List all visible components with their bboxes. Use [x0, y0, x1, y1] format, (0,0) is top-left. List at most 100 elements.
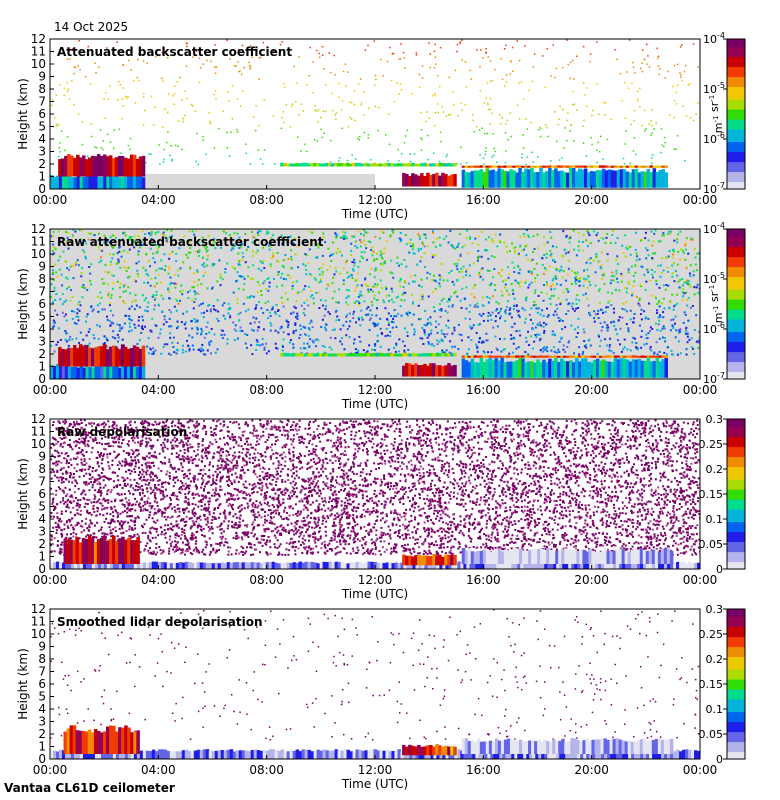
feature-cell: [470, 551, 475, 564]
colorbar-step: [727, 746, 745, 750]
feature-cell: [178, 751, 183, 759]
feature-cell: [500, 165, 504, 168]
feature-cell: [406, 562, 410, 569]
colorbar-step: [727, 749, 745, 753]
feature-cell: [387, 163, 392, 167]
feature-cell: [538, 562, 542, 569]
feature-cell: [583, 562, 587, 569]
colorbar-step: [727, 234, 745, 238]
feature-cell: [163, 749, 168, 759]
feature-cell: [397, 563, 401, 569]
feature-cell: [451, 561, 455, 569]
feature-cell: [655, 357, 660, 378]
feature-cell: [160, 562, 165, 569]
feature-cell: [417, 554, 421, 566]
feature-cell: [464, 171, 469, 188]
feature-cell: [76, 175, 81, 189]
feature-cell: [295, 562, 300, 569]
colorbar-step: [727, 284, 745, 288]
colorbar-step: [727, 486, 745, 490]
y-tick-label: 4: [38, 132, 46, 146]
feature-cell: [319, 750, 324, 759]
feature-cell: [664, 358, 668, 378]
y-axis-label: Height (km): [16, 458, 30, 529]
feature-cell: [522, 741, 526, 754]
feature-cell: [247, 751, 252, 759]
colorbar-step: [727, 106, 745, 110]
feature-cell: [94, 366, 98, 379]
feature-cell: [52, 562, 57, 569]
feature-cell: [328, 561, 333, 569]
feature-cell: [384, 353, 389, 357]
feature-cell: [551, 165, 555, 168]
feature-cell: [645, 740, 650, 754]
x-tick-label: 00:00: [683, 193, 718, 207]
feature-cell: [637, 358, 642, 378]
colorbar-step: [727, 139, 745, 143]
feature-cell: [616, 165, 621, 168]
feature-cell: [619, 562, 623, 569]
feature-cell: [289, 562, 294, 569]
feature-cell: [482, 355, 487, 358]
feature-cell: [50, 365, 54, 379]
feature-cell: [534, 741, 538, 754]
feature-cell: [595, 355, 600, 358]
colorbar-step: [727, 244, 745, 248]
feature-cell: [625, 165, 630, 168]
feature-cell: [90, 348, 95, 367]
feature-cell: [417, 744, 421, 756]
feature-cell: [658, 165, 663, 168]
feature-cell: [588, 740, 592, 754]
colorbar-step: [727, 316, 745, 320]
feature-cell: [469, 561, 473, 569]
feature-cell: [345, 353, 350, 357]
feature-cell: [130, 540, 134, 564]
y-tick-label: 12: [31, 222, 46, 236]
y-tick-label: 1: [38, 170, 46, 184]
feature-cell: [643, 165, 648, 168]
feature-cell: [169, 751, 174, 759]
feature-cell: [661, 355, 666, 358]
colorbar-unit: m-1 sr-1: [708, 95, 725, 133]
feature-cell: [519, 548, 523, 564]
feature-cell: [403, 561, 407, 569]
feature-cell: [572, 165, 576, 168]
feature-cell: [84, 731, 89, 754]
colorbar-step: [727, 51, 745, 55]
feature-cell: [72, 725, 77, 754]
colorbar-step: [727, 236, 745, 240]
colorbar-step: [727, 439, 745, 443]
colorbar-step: [727, 326, 745, 330]
feature-cell: [548, 165, 552, 168]
feature-cell: [426, 172, 430, 187]
feature-cell: [90, 537, 95, 564]
feature-cell: [646, 165, 651, 168]
feature-cell: [376, 562, 380, 569]
feature-cell: [592, 355, 597, 358]
feature-cell: [537, 739, 541, 754]
y-tick-label: 11: [31, 235, 46, 249]
feature-cell: [585, 738, 589, 754]
feature-cell: [88, 367, 92, 379]
colorbar-step: [727, 119, 745, 123]
feature-cell: [546, 548, 550, 564]
feature-cell: [136, 562, 141, 569]
feature-cell: [651, 739, 656, 754]
feature-cell: [426, 163, 430, 167]
feature-cell: [636, 549, 641, 564]
feature-cell: [554, 165, 558, 168]
feature-cell: [429, 556, 433, 566]
colorbar-step: [727, 621, 745, 625]
colorbar-step: [727, 501, 745, 505]
feature-cell: [435, 365, 439, 377]
colorbar-step: [727, 436, 745, 440]
y-tick-label: 2: [38, 157, 46, 171]
feature-cell: [100, 176, 104, 189]
feature-cell: [190, 562, 195, 569]
feature-cell: [61, 158, 65, 177]
feature-cell: [664, 750, 668, 759]
colorbar-step: [727, 556, 745, 560]
feature-cell: [571, 562, 575, 569]
feature-cell: [544, 749, 548, 759]
feature-cell: [385, 749, 389, 759]
